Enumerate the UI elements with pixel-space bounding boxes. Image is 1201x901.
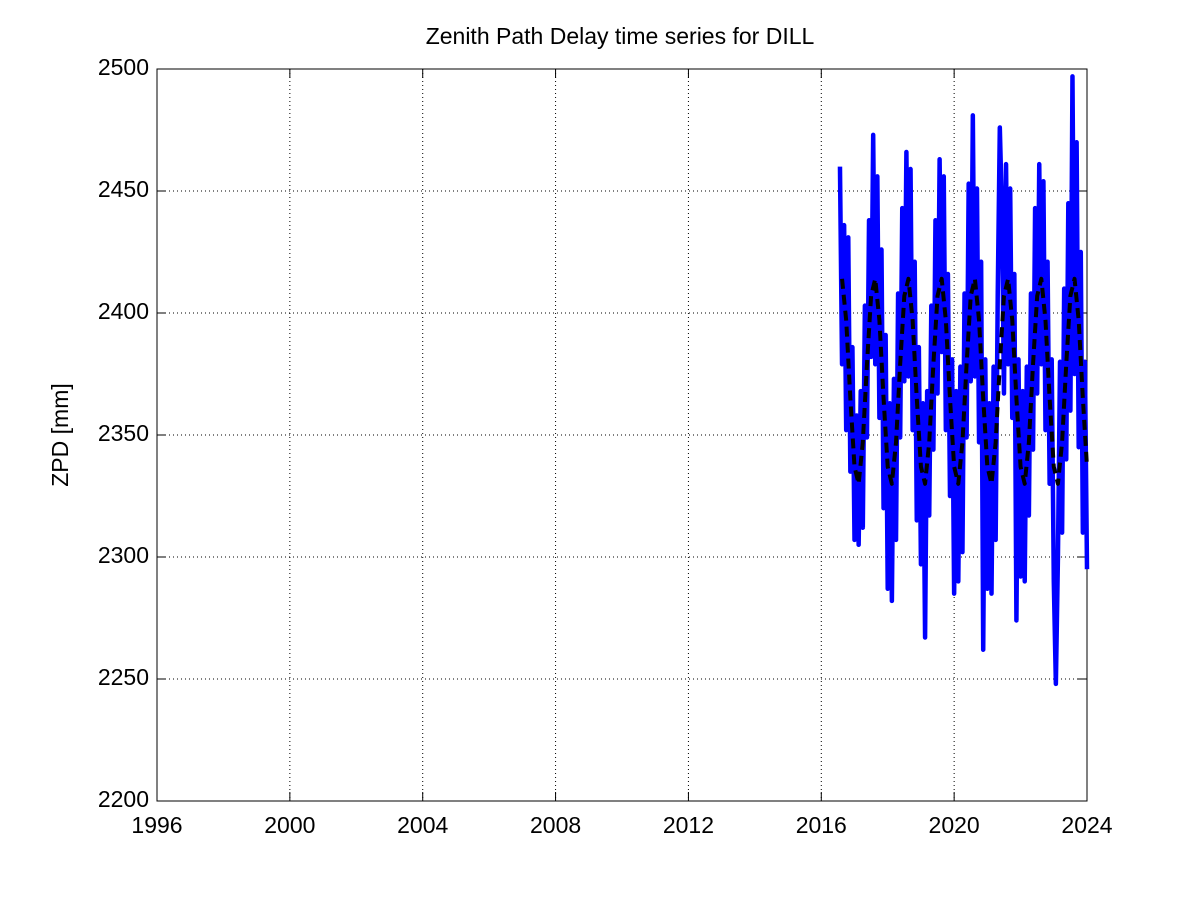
y-tick-label: 2200 bbox=[98, 786, 149, 812]
x-tick-label: 2000 bbox=[264, 812, 315, 838]
data-line bbox=[837, 74, 1090, 687]
x-tick-label: 2024 bbox=[1061, 812, 1112, 838]
y-tick-label: 2250 bbox=[98, 664, 149, 690]
y-tick-label: 2400 bbox=[98, 298, 149, 324]
x-tick-label: 2008 bbox=[530, 812, 581, 838]
y-axis-label: ZPD [mm] bbox=[47, 383, 73, 487]
x-tick-label: 2020 bbox=[929, 812, 980, 838]
x-tick-label: 1996 bbox=[131, 812, 182, 838]
x-tick-label: 2012 bbox=[663, 812, 714, 838]
x-tick-label: 2016 bbox=[796, 812, 847, 838]
y-tick-label: 2350 bbox=[98, 420, 149, 446]
y-tick-label: 2500 bbox=[98, 54, 149, 80]
y-tick-label: 2450 bbox=[98, 176, 149, 202]
x-tick-label: 2004 bbox=[397, 812, 448, 838]
y-tick-label: 2300 bbox=[98, 542, 149, 568]
data-line bbox=[840, 276, 1089, 486]
chart-title: Zenith Path Delay time series for DILL bbox=[426, 23, 815, 49]
